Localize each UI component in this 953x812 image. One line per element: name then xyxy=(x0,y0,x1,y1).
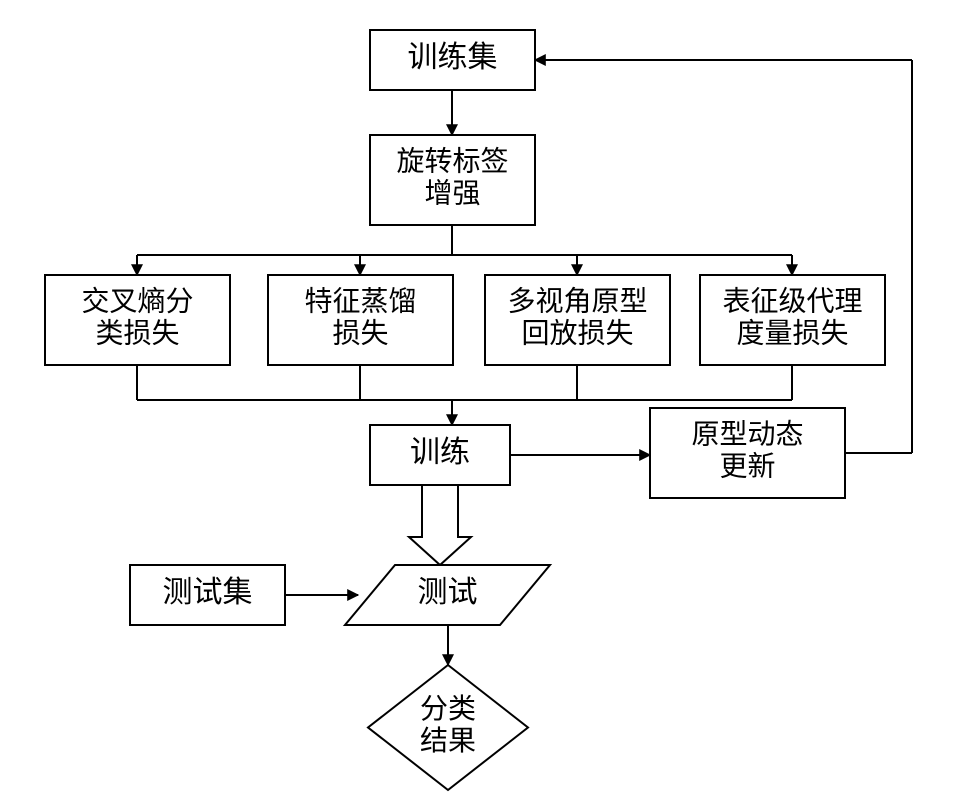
node-label: 损失 xyxy=(332,318,388,350)
node-train: 训练 xyxy=(370,425,510,485)
node-label: 交叉熵分 xyxy=(81,285,193,317)
node-result: 分类结果 xyxy=(368,665,528,790)
node-label: 表征级代理 xyxy=(722,285,862,317)
node-loss_rpm: 表征级代理度量损失 xyxy=(700,275,885,365)
node-test_set: 测试集 xyxy=(130,565,285,625)
node-label: 结果 xyxy=(420,725,476,757)
node-label: 度量损失 xyxy=(736,318,848,350)
node-proto_upd: 原型动态更新 xyxy=(650,408,845,498)
node-label: 更新 xyxy=(719,451,775,483)
node-label: 旋转标签 xyxy=(396,145,508,177)
node-label: 多视角原型 xyxy=(507,285,647,317)
node-test: 测试 xyxy=(345,565,550,625)
node-loss_mvpr: 多视角原型回放损失 xyxy=(485,275,670,365)
node-label: 回放损失 xyxy=(521,318,633,350)
node-loss_ce: 交叉熵分类损失 xyxy=(45,275,230,365)
node-label: 类损失 xyxy=(95,318,179,350)
node-label: 测试集 xyxy=(163,576,253,609)
node-label: 原型动态 xyxy=(691,418,803,450)
node-train_set: 训练集 xyxy=(370,30,535,90)
flowchart-diagram: 训练集旋转标签增强交叉熵分类损失特征蒸馏损失多视角原型回放损失表征级代理度量损失… xyxy=(0,0,953,812)
block-arrow xyxy=(409,485,471,565)
node-label: 训练集 xyxy=(408,41,498,74)
node-label: 测试 xyxy=(418,576,478,609)
node-label: 训练 xyxy=(410,436,470,469)
node-label: 分类 xyxy=(420,693,476,725)
node-loss_fd: 特征蒸馏损失 xyxy=(268,275,453,365)
node-label: 增强 xyxy=(424,178,480,210)
node-label: 特征蒸馏 xyxy=(304,285,416,317)
node-rot_aug: 旋转标签增强 xyxy=(370,135,535,225)
